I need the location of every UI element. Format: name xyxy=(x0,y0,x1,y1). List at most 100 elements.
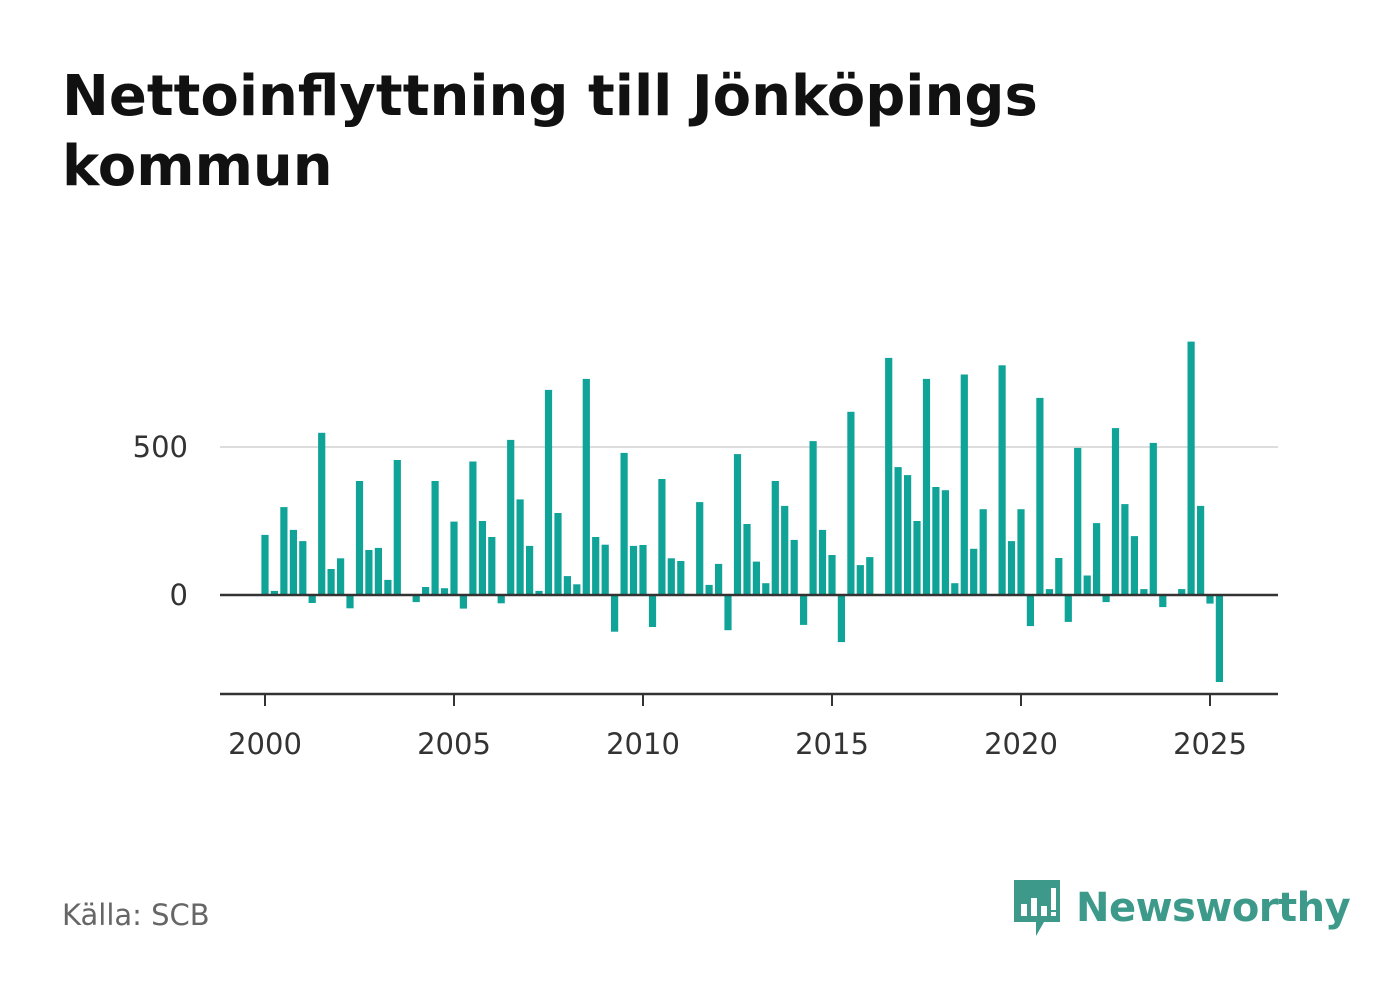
bar-2000-Q1 xyxy=(261,534,269,595)
bar-2022-Q2 xyxy=(1102,595,1110,603)
bar-2013-Q4 xyxy=(781,505,789,595)
bar-2010-Q1 xyxy=(639,545,647,595)
bar-2009-Q3 xyxy=(620,452,628,595)
bar-2007-Q3 xyxy=(544,389,553,595)
bar-2009-Q4 xyxy=(629,545,638,595)
bar-2025-Q2 xyxy=(1215,595,1223,682)
bar-2006-Q4 xyxy=(516,499,524,595)
bar-2010-Q4 xyxy=(667,558,675,595)
bar-2012-Q3 xyxy=(733,454,742,595)
bar-2006-Q3 xyxy=(507,439,515,595)
bar-2008-Q3 xyxy=(582,378,590,595)
bar-2013-Q1 xyxy=(752,561,760,595)
bar-2021-Q4 xyxy=(1083,575,1091,595)
bar-2022-Q3 xyxy=(1111,428,1120,595)
chart-title: Nettoinflyttning till Jönköpings kommun xyxy=(62,64,1038,199)
bar-2012-Q4 xyxy=(743,524,751,595)
bar-2020-Q4 xyxy=(1045,589,1053,595)
brand-name: Newsworthy xyxy=(1076,885,1351,931)
bar-2005-Q3 xyxy=(469,461,477,595)
x-tick-label-2015: 2015 xyxy=(795,727,869,761)
bar-2001-Q2 xyxy=(308,595,316,603)
bar-2007-Q4 xyxy=(554,513,562,595)
bar-2015-Q2 xyxy=(837,595,845,643)
bar-2020-Q2 xyxy=(1026,595,1034,627)
bar-2017-Q3 xyxy=(922,378,931,595)
x-tick-label-2010: 2010 xyxy=(606,727,680,761)
bar-2024-Q2 xyxy=(1178,589,1186,595)
bar-2002-Q1 xyxy=(337,558,345,595)
bar-2001-Q4 xyxy=(327,569,335,595)
bar-2006-Q1 xyxy=(488,537,496,595)
bar-2000-Q3 xyxy=(280,507,288,595)
bar-2021-Q2 xyxy=(1064,595,1072,622)
bar-2008-Q1 xyxy=(563,576,571,595)
source-note: Källa: SCB xyxy=(62,898,210,932)
y-tick-label-500: 500 xyxy=(133,430,188,464)
bar-2022-Q1 xyxy=(1093,523,1101,595)
x-tick-label-2020: 2020 xyxy=(984,727,1058,761)
bar-2017-Q4 xyxy=(932,487,940,595)
bar-2018-Q4 xyxy=(970,548,978,595)
bar-2018-Q1 xyxy=(941,490,949,595)
bar-2023-Q4 xyxy=(1159,595,1167,608)
bar-2004-Q4 xyxy=(440,588,449,595)
x-tick-label-2025: 2025 xyxy=(1173,727,1247,761)
bar-2011-Q1 xyxy=(677,561,685,595)
bar-2014-Q2 xyxy=(800,595,808,625)
bar-2003-Q3 xyxy=(393,460,401,595)
bar-2008-Q4 xyxy=(592,537,600,595)
bar-2013-Q3 xyxy=(771,481,779,595)
bar-2019-Q4 xyxy=(1007,541,1016,595)
bar-2011-Q3 xyxy=(696,502,704,595)
bar-2012-Q1 xyxy=(715,563,723,595)
bar-2006-Q2 xyxy=(497,595,505,604)
bar-2008-Q2 xyxy=(573,584,581,595)
bar-2002-Q3 xyxy=(355,481,364,595)
bar-2013-Q2 xyxy=(762,583,770,595)
bar-2018-Q3 xyxy=(960,374,968,595)
bar-2010-Q2 xyxy=(648,595,657,627)
bar-2021-Q3 xyxy=(1074,447,1082,595)
bar-2002-Q4 xyxy=(365,550,373,595)
bar-2016-Q3 xyxy=(885,357,893,595)
bar-2009-Q1 xyxy=(601,544,609,595)
bar-2001-Q3 xyxy=(318,432,326,595)
bar-2004-Q3 xyxy=(431,481,439,595)
bar-2017-Q2 xyxy=(913,521,921,595)
bar-2016-Q1 xyxy=(866,557,874,595)
bar-2023-Q3 xyxy=(1149,442,1157,595)
bar-2011-Q4 xyxy=(705,584,713,595)
x-tick-label-2000: 2000 xyxy=(228,727,302,761)
bar-2015-Q1 xyxy=(828,555,836,595)
bar-2015-Q4 xyxy=(856,565,864,595)
bar-2020-Q1 xyxy=(1017,509,1025,595)
bar-2010-Q3 xyxy=(658,479,666,595)
bar-2021-Q1 xyxy=(1055,558,1063,595)
x-tick-label-2005: 2005 xyxy=(417,727,491,761)
bar-2007-Q2 xyxy=(535,590,543,595)
y-tick-label-0: 0 xyxy=(170,578,188,612)
bar-2005-Q4 xyxy=(478,521,486,595)
bar-2003-Q1 xyxy=(374,547,382,595)
brand-logo: Newsworthy xyxy=(1010,876,1351,940)
bar-2004-Q1 xyxy=(412,595,420,603)
bar-2007-Q1 xyxy=(526,545,534,595)
bar-2022-Q4 xyxy=(1121,504,1129,595)
bar-2016-Q4 xyxy=(894,467,902,595)
bar-2002-Q2 xyxy=(346,595,354,609)
bar-2014-Q3 xyxy=(809,441,817,595)
bar-2023-Q1 xyxy=(1130,536,1138,595)
bar-2023-Q2 xyxy=(1140,589,1148,595)
bar-2001-Q1 xyxy=(299,541,307,595)
bar-2004-Q2 xyxy=(422,587,430,595)
bar-2017-Q1 xyxy=(904,475,912,595)
bar-2019-Q1 xyxy=(979,509,987,595)
bar-2003-Q2 xyxy=(384,579,392,595)
bar-2009-Q2 xyxy=(611,595,619,632)
bar-2024-Q3 xyxy=(1187,341,1195,595)
bar-2019-Q3 xyxy=(998,365,1006,595)
bar-2025-Q1 xyxy=(1206,595,1214,604)
bar-2005-Q2 xyxy=(459,595,467,609)
